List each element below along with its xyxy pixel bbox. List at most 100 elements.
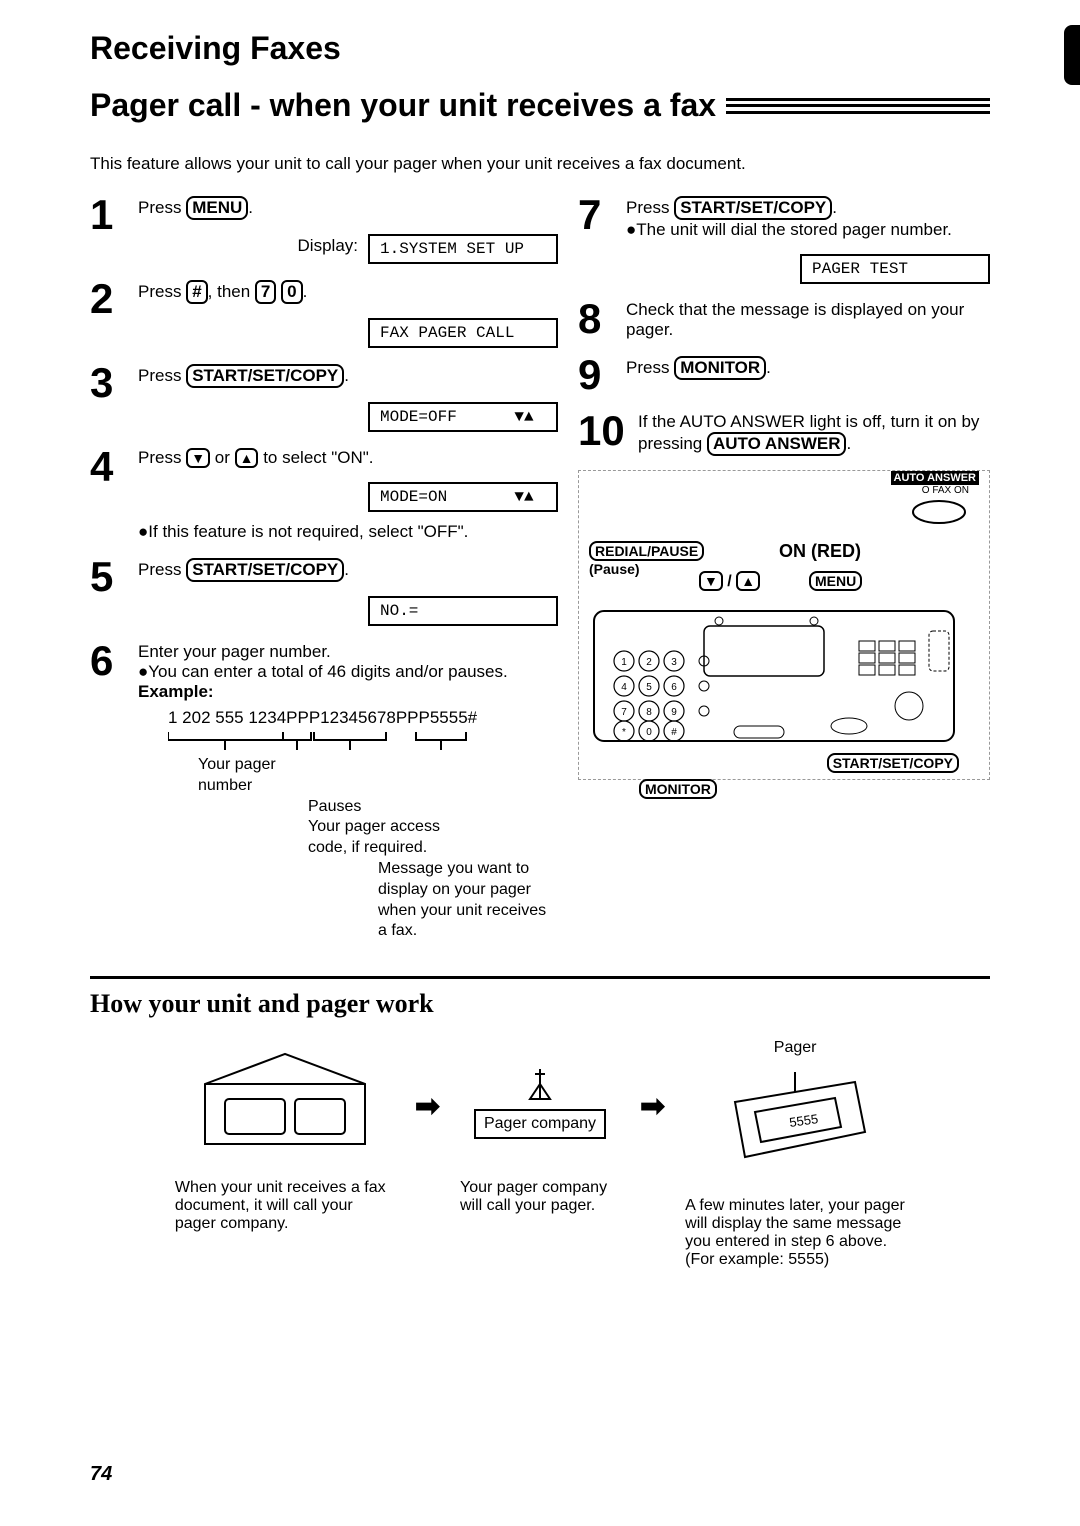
intro-text: This feature allows your unit to call yo… bbox=[90, 154, 990, 174]
step-5: 5 Press START/SET/COPY. NO.= bbox=[90, 556, 558, 626]
ill-on-red-label: ON (RED) bbox=[779, 541, 861, 562]
svg-text:6: 6 bbox=[671, 682, 677, 693]
flow-arrow-2: ➡ bbox=[640, 1089, 665, 1124]
step3-text: Press bbox=[138, 366, 186, 385]
thumb-tab bbox=[1064, 25, 1080, 85]
ill-start-label: START/SET/COPY bbox=[827, 753, 959, 773]
flow-arrow-1: ➡ bbox=[415, 1089, 440, 1124]
lcd-no: NO.= bbox=[368, 596, 558, 626]
step-num-1: 1 bbox=[90, 194, 138, 264]
flow-cell-3: Pager 5555 A few minutes later, your pag… bbox=[685, 1039, 905, 1269]
svg-text:*: * bbox=[622, 727, 626, 738]
svg-text:9: 9 bbox=[671, 707, 677, 718]
step10-b: . bbox=[846, 434, 851, 453]
section2-title: How your unit and pager work bbox=[90, 989, 990, 1019]
step-8: 8 Check that the message is displayed on… bbox=[578, 298, 990, 340]
right-column: 7 Press START/SET/COPY. ●The unit will d… bbox=[578, 194, 990, 956]
svg-text:#: # bbox=[671, 727, 677, 738]
step-num-3: 3 bbox=[90, 362, 138, 432]
lcd-mode-off: MODE=OFF ▼▲ bbox=[368, 402, 558, 432]
step8-text: Check that the message is displayed on y… bbox=[626, 298, 990, 340]
step-1: 1 Press MENU. Display: 1.SYSTEM SET UP bbox=[90, 194, 558, 264]
display-label: Display: bbox=[298, 236, 358, 256]
key-7: 7 bbox=[255, 280, 276, 304]
svg-text:8: 8 bbox=[646, 707, 652, 718]
auto-answer-button-label: AUTO ANSWER bbox=[707, 432, 847, 456]
key-0: 0 bbox=[281, 280, 302, 304]
step-2: 2 Press #, then 7 0. FAX PAGER CALL bbox=[90, 278, 558, 348]
step5-text: Press bbox=[138, 560, 186, 579]
step4-a: Press bbox=[138, 448, 186, 467]
subtitle-rule bbox=[726, 98, 990, 114]
svg-text:0: 0 bbox=[646, 727, 652, 738]
svg-text:1: 1 bbox=[621, 657, 627, 668]
lcd-pager-test: PAGER TEST bbox=[800, 254, 990, 284]
ill-up-arrow: ▲ bbox=[736, 571, 760, 591]
device-illustration: AUTO ANSWER O FAX ON REDIAL/PAUSE (Pause… bbox=[578, 470, 990, 780]
step6-label3: Your pager access code, if required. bbox=[308, 817, 478, 859]
step-num-4: 4 bbox=[90, 446, 138, 542]
step6-label2: Pauses bbox=[308, 797, 558, 818]
ill-menu-label: MENU bbox=[809, 571, 862, 591]
columns: 1 Press MENU. Display: 1.SYSTEM SET UP 2… bbox=[90, 194, 990, 956]
step-4: 4 Press ▼ or ▲ to select "ON". MODE=ON ▼… bbox=[90, 446, 558, 542]
step-num-10: 10 bbox=[578, 410, 638, 456]
step-3: 3 Press START/SET/COPY. MODE=OFF ▼▲ bbox=[90, 362, 558, 432]
step-7: 7 Press START/SET/COPY. ●The unit will d… bbox=[578, 194, 990, 284]
step4-or: or bbox=[210, 448, 235, 467]
svg-text:2: 2 bbox=[646, 657, 652, 668]
step7-b: ●The unit will dial the stored pager num… bbox=[626, 220, 990, 240]
section-divider bbox=[90, 976, 990, 979]
step6-label1: Your pager number bbox=[198, 755, 308, 797]
lcd-pager-call: FAX PAGER CALL bbox=[368, 318, 558, 348]
lcd-system: 1.SYSTEM SET UP bbox=[368, 234, 558, 264]
step-6: 6 Enter your pager number. ●You can ente… bbox=[90, 640, 558, 942]
fax-machine-icon: 1 2 3 4 5 6 7 8 9 * 0 # bbox=[589, 601, 969, 751]
svg-text:4: 4 bbox=[621, 682, 627, 693]
ill-monitor-label: MONITOR bbox=[639, 779, 717, 799]
svg-text:5: 5 bbox=[646, 682, 652, 693]
pager-company-box: Pager company bbox=[474, 1109, 606, 1139]
step-num-9: 9 bbox=[578, 354, 626, 396]
monitor-button-label: MONITOR bbox=[674, 356, 766, 380]
lcd-mode-on: MODE=ON ▼▲ bbox=[368, 482, 558, 512]
step6-label4: Message you want to display on your page… bbox=[378, 859, 558, 942]
svg-text:5555: 5555 bbox=[788, 1111, 819, 1130]
left-column: 1 Press MENU. Display: 1.SYSTEM SET UP 2… bbox=[90, 194, 558, 956]
step-num-7: 7 bbox=[578, 194, 626, 284]
flow-cell-1: When your unit receives a fax document, … bbox=[175, 1039, 395, 1233]
menu-button-label: MENU bbox=[186, 196, 248, 220]
step-10: 10 If the AUTO ANSWER light is off, turn… bbox=[578, 410, 990, 456]
step-9: 9 Press MONITOR. bbox=[578, 354, 990, 396]
hash-key: # bbox=[186, 280, 207, 304]
step6-b: ●You can enter a total of 46 digits and/… bbox=[138, 662, 558, 682]
ill-redial-sub: (Pause) bbox=[589, 561, 704, 577]
ill-down-arrow: ▼ bbox=[699, 571, 723, 591]
pager-heading: Pager bbox=[685, 1039, 905, 1057]
flow-diagram: When your unit receives a fax document, … bbox=[90, 1039, 990, 1269]
step6-digits: 1 202 555 1234PPP12345678PPP5555# bbox=[168, 708, 558, 728]
ill-auto-answer-label: AUTO ANSWER bbox=[891, 471, 980, 485]
antenna-icon bbox=[525, 1069, 555, 1109]
ill-fax-on-label: O FAX ON bbox=[922, 485, 969, 496]
auto-answer-key-icon bbox=[909, 497, 969, 527]
step2-b: , then bbox=[208, 282, 255, 301]
flow-cell-2: Pager company Your pager company will ca… bbox=[460, 1039, 620, 1215]
step4-note: ●If this feature is not required, select… bbox=[138, 522, 558, 542]
step2-a: Press bbox=[138, 282, 186, 301]
ill-redial-label: REDIAL/PAUSE bbox=[589, 541, 704, 561]
flow-text-2: Your pager company will call your pager. bbox=[460, 1179, 620, 1215]
up-arrow-key: ▲ bbox=[235, 448, 259, 468]
step6-example-label: Example: bbox=[138, 682, 558, 702]
step9-text: Press bbox=[626, 358, 674, 377]
flow-text-3: A few minutes later, your pager will dis… bbox=[685, 1197, 905, 1269]
flow-text-1: When your unit receives a fax document, … bbox=[175, 1179, 395, 1233]
start-button-label-5: START/SET/COPY bbox=[186, 558, 344, 582]
step2-c: . bbox=[303, 282, 308, 301]
bracket-lines bbox=[168, 730, 548, 750]
fax-unit-icon bbox=[195, 1044, 375, 1164]
step-num-2: 2 bbox=[90, 278, 138, 348]
start-button-label-3: START/SET/COPY bbox=[186, 364, 344, 388]
step6-a: Enter your pager number. bbox=[138, 642, 558, 662]
step7-a: Press bbox=[626, 198, 674, 217]
